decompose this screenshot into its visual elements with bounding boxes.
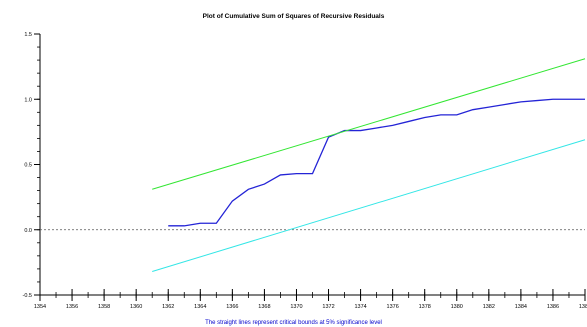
y-tick-label: 1.5 — [24, 32, 32, 38]
x-tick-label: 1368 — [258, 304, 270, 310]
x-tick-label: 1388 — [579, 304, 587, 310]
y-tick-label: -0.5 — [23, 293, 32, 299]
y-tick-label: 0.5 — [24, 163, 32, 169]
x-tick-label: 1380 — [451, 304, 463, 310]
chart-title: Plot of Cumulative Sum of Squares of Rec… — [203, 13, 385, 20]
x-tick-label: 1356 — [66, 304, 78, 310]
x-tick-label: 1364 — [194, 304, 206, 310]
x-tick-label: 1360 — [130, 304, 142, 310]
x-axis-ticks: 1354 1356 1358 1360 1362 1364 1366 1368 1370 1372… — [34, 289, 587, 310]
x-tick-label: 1372 — [322, 304, 334, 310]
y-axis-ticks: -0.5 0.0 0.5 1.0 1.5 — [23, 32, 40, 299]
plot-area: -0.5 0.0 0.5 1.0 1.5 1354 1356 1358 1360 1362 136… — [23, 32, 587, 310]
series-layer — [152, 58, 586, 272]
x-tick-label: 1358 — [98, 304, 110, 310]
chart-footnote: The straight lines represent critical bo… — [205, 320, 382, 326]
x-tick-label: 1378 — [419, 304, 431, 310]
y-tick-label: 0.0 — [24, 228, 32, 234]
x-tick-label: 1382 — [483, 304, 495, 310]
y-tick-label: 1.0 — [24, 97, 32, 103]
cusum-squares-line — [168, 98, 585, 227]
x-tick-label: 1374 — [354, 304, 366, 310]
x-tick-label: 1386 — [547, 304, 559, 310]
lower-bound-line — [152, 139, 586, 272]
upper-bound-line — [152, 58, 586, 190]
x-tick-label: 1366 — [226, 304, 238, 310]
x-tick-label: 1384 — [515, 304, 527, 310]
x-tick-label: 1362 — [162, 304, 174, 310]
x-tick-label: 1370 — [290, 304, 302, 310]
x-tick-label: 1376 — [387, 304, 399, 310]
x-tick-label: 1354 — [34, 304, 46, 310]
